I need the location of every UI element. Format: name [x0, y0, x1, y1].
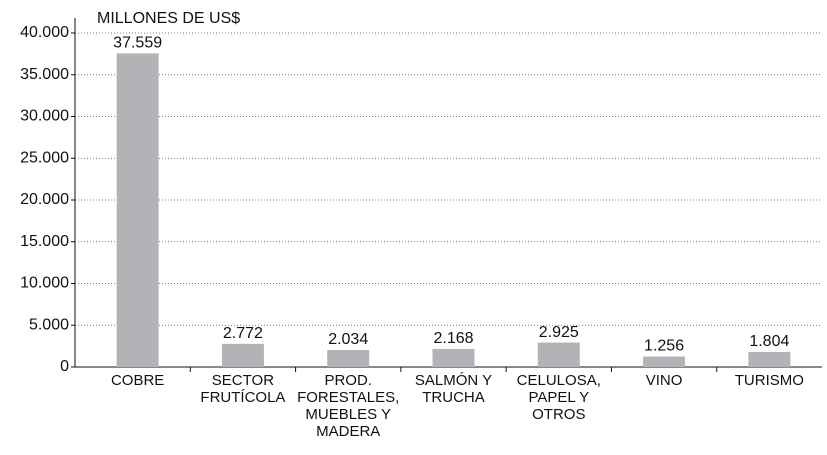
y-tick-label: 35.000 [20, 66, 69, 83]
y-tick-label: 10.000 [20, 275, 69, 292]
data-label: 2.925 [539, 324, 579, 341]
y-tick-label: 20.000 [20, 191, 69, 208]
y-tick-label: 40.000 [20, 24, 69, 41]
bar [748, 351, 791, 367]
data-label: 2.168 [433, 330, 473, 347]
bar [327, 350, 370, 367]
data-label: 1.804 [749, 333, 789, 350]
bar [116, 53, 159, 367]
y-tick-label: 30.000 [20, 108, 69, 125]
data-label: 2.772 [223, 325, 263, 342]
x-tick-label: SECTOR FRUTÍCOLA [200, 372, 286, 406]
data-label: 37.559 [113, 35, 162, 52]
bar [643, 356, 686, 367]
x-tick-label: PROD. FORESTALES, MUEBLES Y MADERA [297, 372, 400, 440]
x-tick-label: TURISMO [734, 372, 804, 389]
data-label: 2.034 [328, 331, 368, 348]
y-tick-label: 5.000 [29, 316, 69, 333]
y-tick-label: 0 [60, 358, 69, 375]
x-tick-label: COBRE [110, 372, 165, 389]
x-tick-label: SALMÓN Y TRUCHA [414, 372, 493, 406]
data-label: 1.256 [644, 338, 684, 355]
y-tick-label: 15.000 [20, 233, 69, 250]
bar [537, 342, 580, 367]
bar [221, 343, 264, 367]
bar [432, 348, 475, 367]
y-tick-label: 25.000 [20, 149, 69, 166]
y-axis-label: MILLONES DE US$ [97, 10, 240, 27]
x-tick-label: CELULOSA, PAPEL Y OTROS [516, 372, 601, 423]
x-tick-label: VINO [645, 372, 683, 389]
